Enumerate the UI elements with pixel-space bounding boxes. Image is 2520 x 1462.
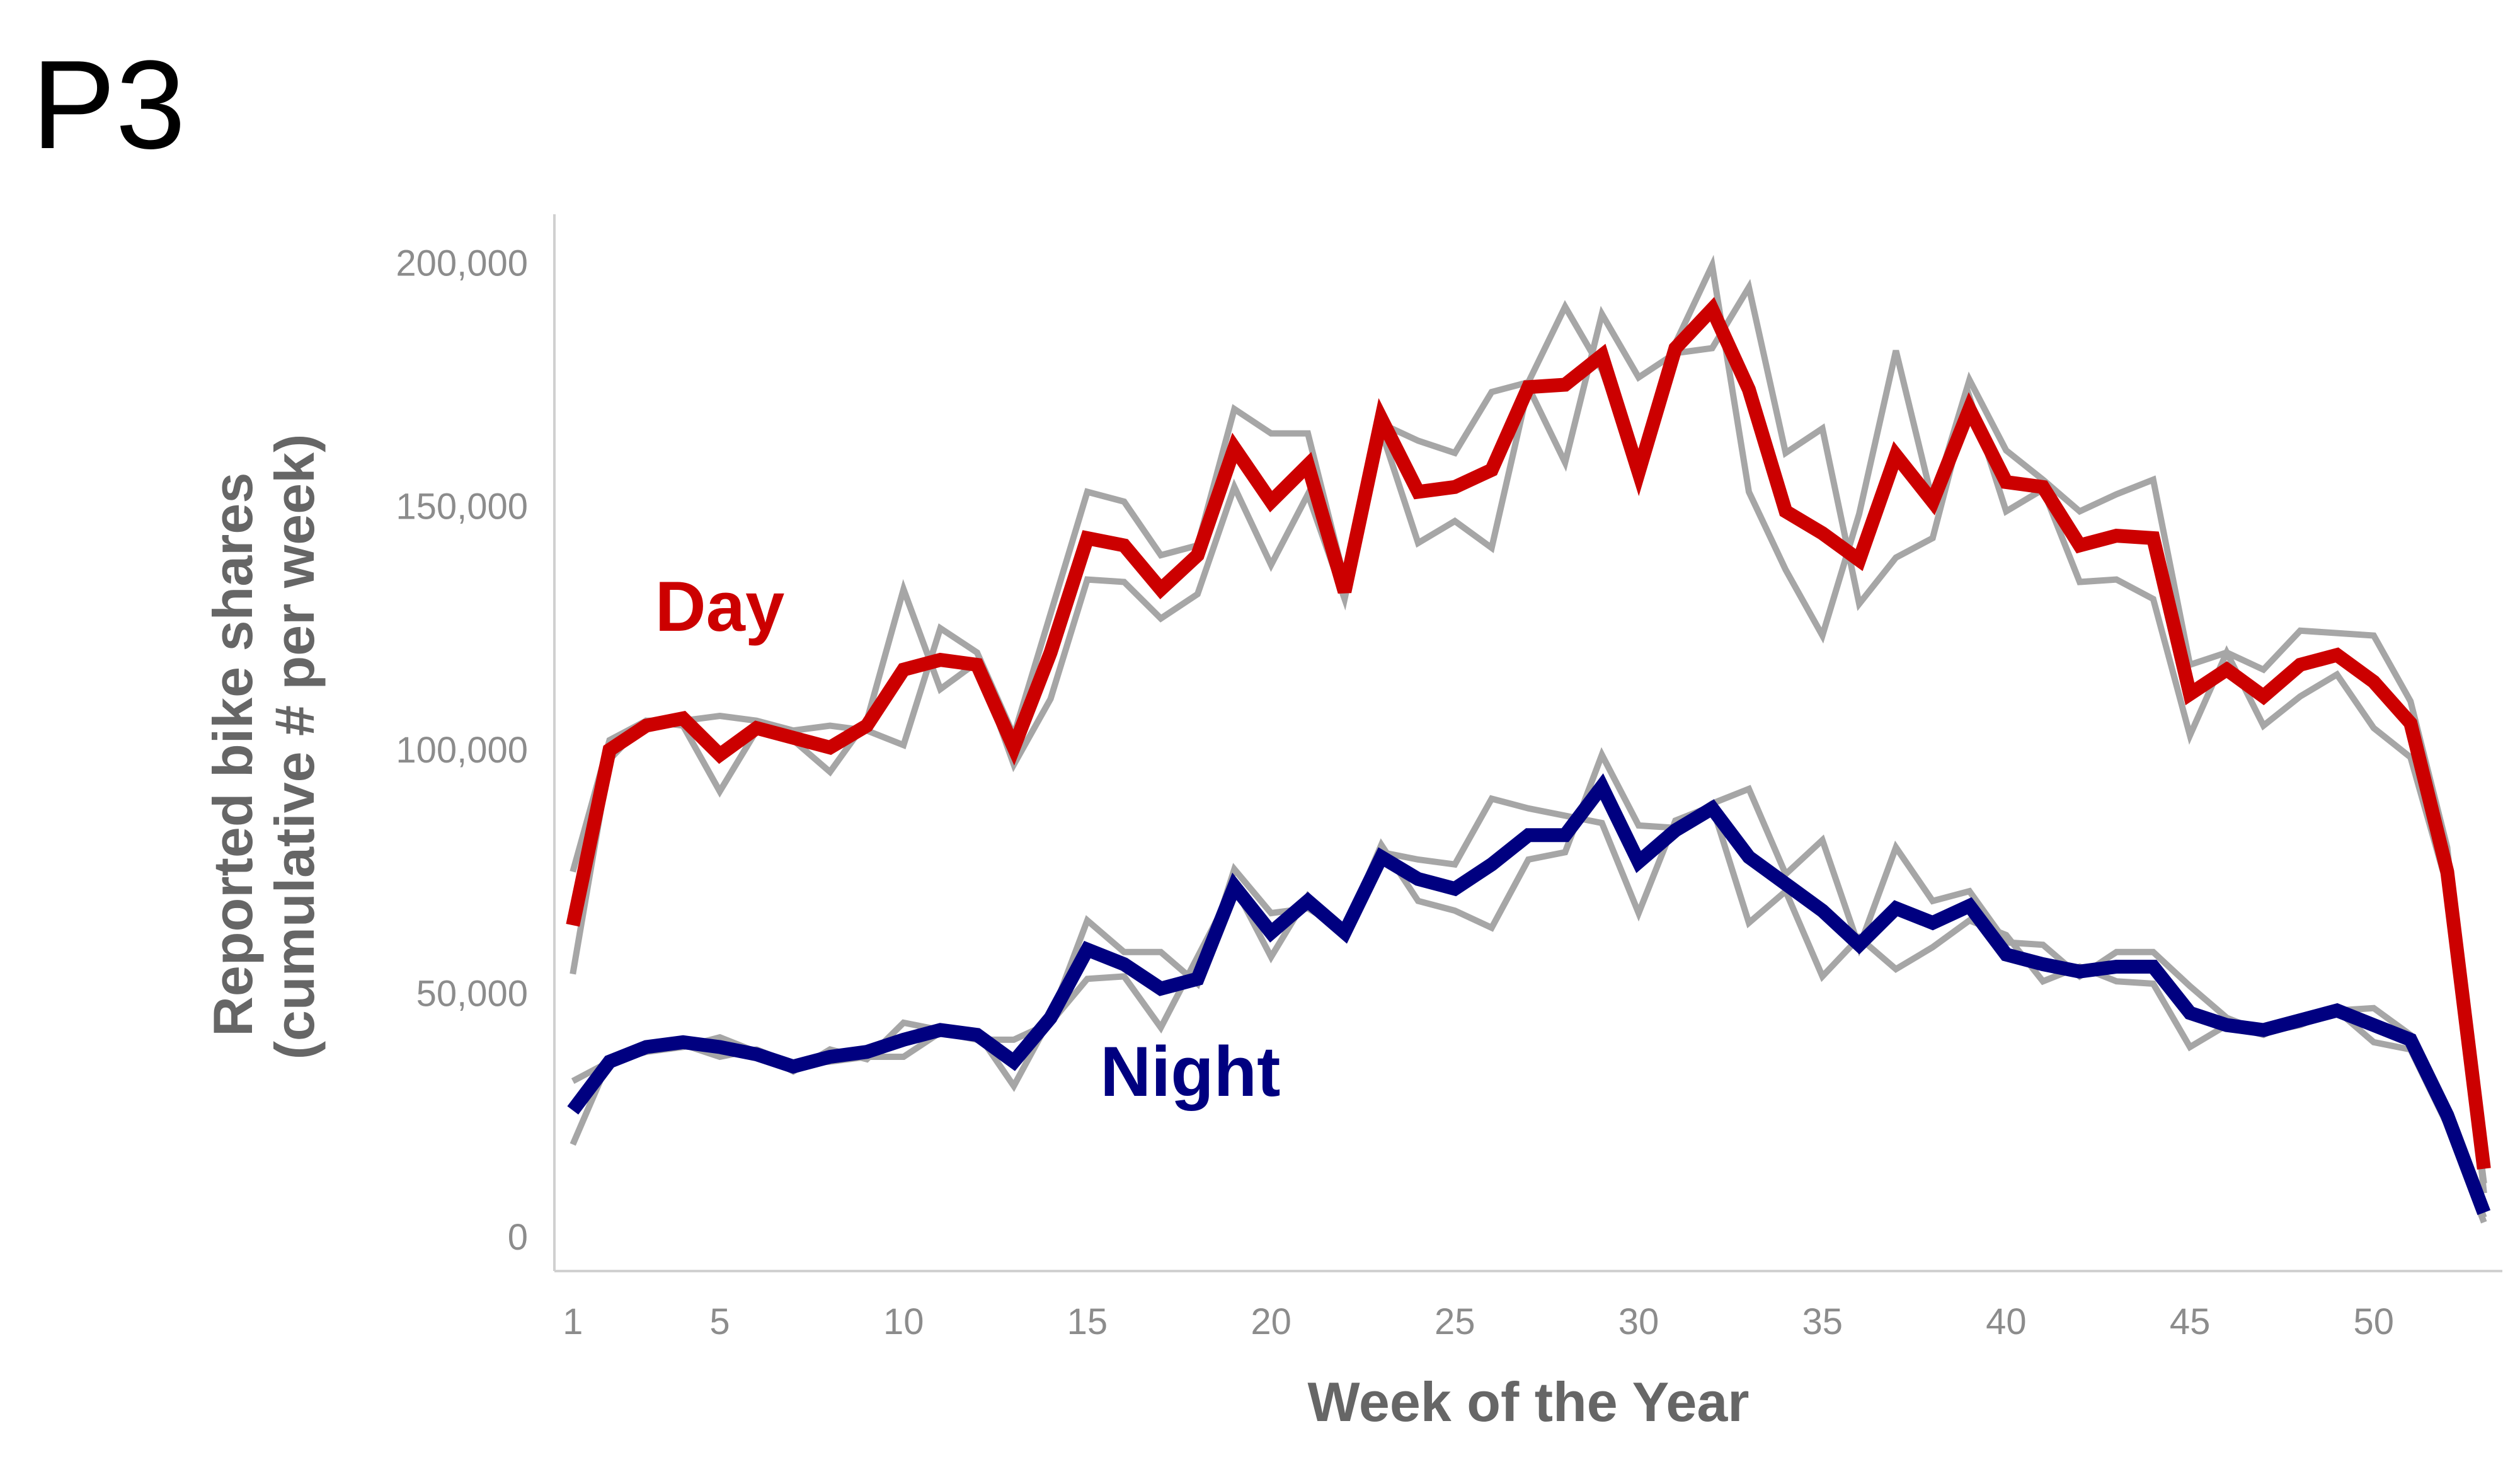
x-tick-label-40: 40 — [1986, 1301, 2027, 1342]
series-label-night: Night — [1100, 1032, 1280, 1111]
x-tick-label-35: 35 — [1802, 1301, 1843, 1342]
series-annotations: Day Night — [655, 567, 1281, 1111]
replicate-lines — [570, 255, 2487, 1224]
y-tick-label-150000: 150,000 — [396, 486, 528, 527]
y-tick-label-50000: 50,000 — [416, 974, 528, 1015]
x-tick-label-1: 1 — [563, 1301, 583, 1342]
y-tick-label-100000: 100,000 — [396, 730, 528, 771]
x-tick-label-5: 5 — [709, 1301, 730, 1342]
y-axis-title-line-2: (cumulative # per week) — [263, 434, 326, 1060]
x-tick-label-20: 20 — [1251, 1301, 1292, 1342]
x-tick-label-15: 15 — [1067, 1301, 1108, 1342]
y-tick-labels: 0 50,000 100,000 150,000 200,000 — [396, 243, 528, 1258]
x-tick-labels: 1 5 10 15 20 25 30 35 40 45 50 — [563, 1301, 2394, 1342]
y-tick-label-200000: 200,000 — [396, 243, 528, 284]
panel-label: P3 — [32, 35, 186, 175]
replicate-line-3 — [571, 747, 2487, 1219]
x-tick-label-25: 25 — [1435, 1301, 1475, 1342]
x-tick-label-10: 10 — [883, 1301, 924, 1342]
y-axis-title: Reported bike shares (cumulative # per w… — [202, 434, 326, 1060]
x-axis-title: Week of the Year — [1307, 1371, 1749, 1433]
x-tick-label-50: 50 — [2354, 1301, 2395, 1342]
replicate-line-4 — [570, 795, 2487, 1224]
y-tick-label-0: 0 — [508, 1217, 528, 1258]
y-axis-title-line-1: Reported bike shares — [202, 473, 264, 1037]
x-tick-label-30: 30 — [1618, 1301, 1659, 1342]
main-lines — [566, 297, 2491, 1216]
series-line-night — [567, 773, 2491, 1216]
series-label-day: Day — [655, 567, 784, 646]
x-tick-label-45: 45 — [2170, 1301, 2211, 1342]
series-line-day — [566, 297, 2491, 1170]
